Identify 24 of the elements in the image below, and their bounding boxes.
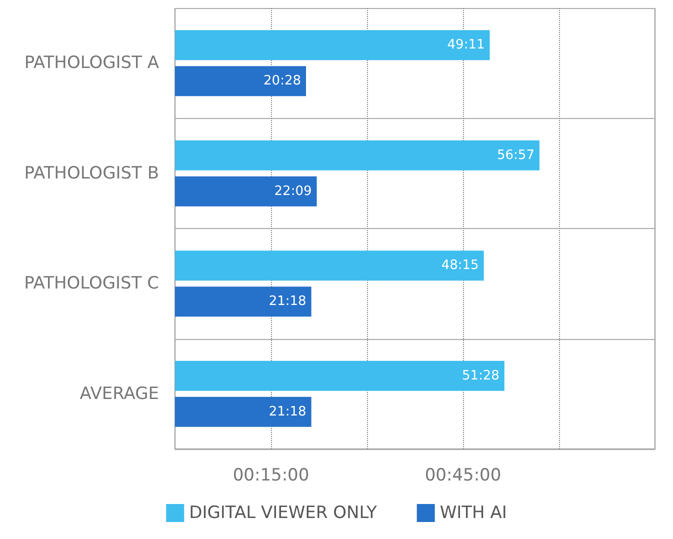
bar xyxy=(175,250,484,281)
bar xyxy=(175,176,317,206)
bar xyxy=(175,360,504,391)
y-tick-label: AVERAGE xyxy=(80,384,159,404)
bar xyxy=(175,286,312,317)
data-label: 56:57 xyxy=(497,148,534,163)
y-tick-label: PATHOLOGIST A xyxy=(24,53,160,74)
data-label: 48:15 xyxy=(441,258,479,274)
bar xyxy=(175,140,540,170)
data-label: 21:18 xyxy=(268,404,306,420)
x-tick-label: 00:45:00 xyxy=(424,466,502,486)
bar xyxy=(175,30,490,60)
legend-label: DIGITAL VIEWER ONLY xyxy=(189,503,378,523)
x-tick-label: 00:15:00 xyxy=(232,466,310,486)
data-label: 51:28 xyxy=(462,368,500,384)
bar xyxy=(175,396,312,427)
y-tick-label: PATHOLOGIST B xyxy=(24,163,159,184)
legend-label: WITH AI xyxy=(440,503,507,523)
data-label: 20:28 xyxy=(264,74,302,89)
data-label: 22:09 xyxy=(274,184,312,199)
bar xyxy=(175,66,306,96)
data-label: 21:18 xyxy=(268,294,306,310)
y-tick-label: PATHOLOGIST C xyxy=(24,274,159,294)
data-label: 49:11 xyxy=(447,38,485,53)
